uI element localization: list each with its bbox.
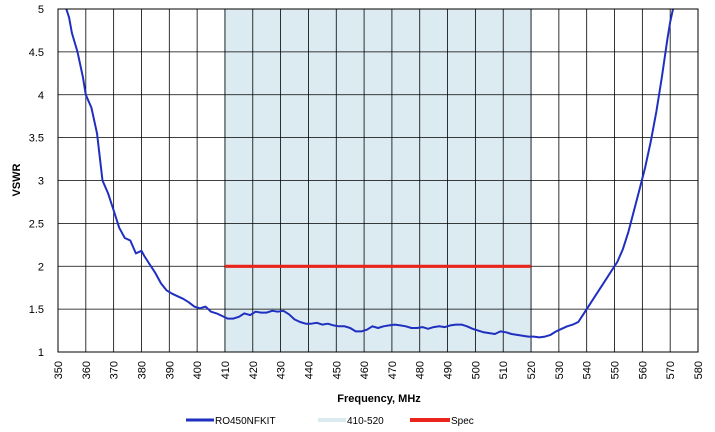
legend-label-spec: Spec <box>451 416 474 427</box>
legend-label-410-520: 410-520 <box>347 416 384 427</box>
y-tick-label: 1.5 <box>29 304 44 316</box>
x-tick-label: 380 <box>136 361 148 379</box>
y-tick-label: 2.5 <box>29 218 44 230</box>
y-tick-label: 4 <box>38 90 44 102</box>
x-tick-label: 420 <box>248 361 260 379</box>
x-tick-label: 540 <box>582 361 594 379</box>
y-tick-label: 3 <box>38 176 44 188</box>
x-tick-label: 350 <box>53 361 65 379</box>
x-tick-label: 520 <box>526 361 538 379</box>
x-tick-label: 360 <box>81 361 93 379</box>
x-tick-label: 580 <box>693 361 705 379</box>
x-tick-label: 450 <box>331 361 343 379</box>
x-tick-label: 440 <box>303 361 315 379</box>
legend: RO450NFKIT 410-520 Spec <box>186 416 474 427</box>
y-tick-label: 4.5 <box>29 47 44 59</box>
y-axis-title: VSWR <box>11 163 23 196</box>
x-tick-label: 480 <box>415 361 427 379</box>
x-tick-label: 430 <box>276 361 288 379</box>
frame-layer <box>57 8 699 353</box>
x-tick-label: 490 <box>443 361 455 379</box>
x-tick-label: 500 <box>470 361 482 379</box>
plot-frame <box>57 8 699 353</box>
x-tick-label: 510 <box>498 361 510 379</box>
series-layer <box>65 9 675 339</box>
x-tick-label: 390 <box>164 361 176 379</box>
series-line-ro450nfkit <box>65 9 675 339</box>
x-tick-label: 400 <box>192 361 204 379</box>
y-tick-label: 5 <box>38 4 44 16</box>
y-tick-label: 1 <box>38 347 44 359</box>
x-tick-label: 410 <box>220 361 232 379</box>
legend-label-ro450nfkit: RO450NFKIT <box>215 416 276 427</box>
x-tick-label: 460 <box>359 361 371 379</box>
y-tick-label: 3.5 <box>29 133 44 145</box>
x-tick-label: 470 <box>387 361 399 379</box>
x-tick-label: 530 <box>554 361 566 379</box>
x-tick-label: 370 <box>109 361 121 379</box>
y-tick-label: 2 <box>38 261 44 273</box>
x-tick-label: 550 <box>610 361 622 379</box>
x-tick-label: 560 <box>637 361 649 379</box>
x-axis-title: Frequency, MHz <box>337 393 421 405</box>
tick-layer: 1 1.5 2 2.5 3 3.5 4 4.5 5 350 360 370 380 390 400 410 42… <box>29 4 705 379</box>
x-tick-label: 570 <box>665 361 677 379</box>
